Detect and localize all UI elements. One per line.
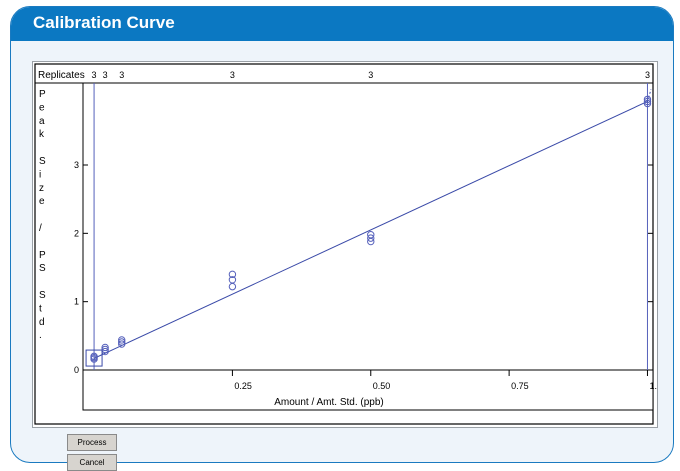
replicate-count: 3 bbox=[230, 70, 235, 80]
data-point bbox=[118, 336, 126, 344]
data-point bbox=[90, 352, 98, 361]
replicate-count: 3 bbox=[103, 70, 108, 80]
calibration-chart: Replicates Amount / Amt. Std. (ppb) Peak… bbox=[34, 63, 657, 425]
y-axis-label-letter: S bbox=[39, 263, 46, 274]
x-tick-label: 0.75 bbox=[511, 381, 529, 391]
data-point bbox=[643, 99, 652, 108]
y-tick-label: 3 bbox=[74, 160, 79, 170]
y-tick-label: 0 bbox=[74, 365, 79, 375]
y-axis-label-letter: . bbox=[39, 330, 42, 341]
y-axis-label-letter: e bbox=[39, 102, 45, 113]
y-axis-label-letter: P bbox=[39, 250, 46, 261]
data-point bbox=[101, 343, 109, 352]
data-point bbox=[228, 270, 237, 279]
x-axis-band bbox=[82, 369, 654, 411]
x-tick-label: 0.25 bbox=[234, 381, 252, 391]
y-axis-label-letter: S bbox=[39, 156, 46, 167]
y-tick-label: 2 bbox=[74, 228, 79, 238]
y-axis-label-letter: P bbox=[39, 89, 46, 100]
replicate-count: 3 bbox=[119, 70, 124, 80]
replicate-count: 3 bbox=[368, 70, 373, 80]
y-tick-label: 1 bbox=[74, 297, 79, 307]
y-axis-label-letter: t bbox=[39, 303, 42, 314]
fit-line bbox=[93, 100, 648, 359]
data-point bbox=[367, 231, 375, 239]
y-axis-label-letter: a bbox=[39, 116, 45, 127]
selected-point-box bbox=[85, 349, 103, 367]
x-tick-label: 0.50 bbox=[373, 381, 391, 391]
card-title: Calibration Curve bbox=[33, 13, 175, 32]
data-point bbox=[643, 95, 652, 104]
card-header: Calibration Curve bbox=[11, 7, 673, 41]
cancel-button[interactable]: Cancel bbox=[67, 454, 117, 471]
y-axis-label-letter: k bbox=[39, 129, 45, 140]
data-point bbox=[101, 345, 109, 354]
replicate-count: 3 bbox=[645, 70, 650, 80]
y-axis-label-letter: S bbox=[39, 290, 46, 301]
y-axis-label-letter: z bbox=[39, 183, 44, 194]
y-axis-label-letter: d bbox=[39, 317, 45, 328]
data-point bbox=[367, 234, 375, 242]
x-axis-label: Amount / Amt. Std. (ppb) bbox=[274, 397, 384, 408]
replicate-count: 3 bbox=[92, 70, 97, 80]
y-axis-label-letter: / bbox=[39, 223, 42, 234]
data-point bbox=[643, 97, 652, 106]
y-axis-label-letter: e bbox=[39, 196, 45, 207]
data-point bbox=[228, 276, 237, 284]
y-axis-label-letter: i bbox=[39, 169, 41, 180]
data-point bbox=[118, 338, 126, 346]
replicates-label: Replicates bbox=[38, 70, 85, 81]
data-point bbox=[118, 340, 126, 348]
x-tick-label: 1.00 bbox=[649, 381, 657, 391]
process-button[interactable]: Process bbox=[67, 434, 117, 451]
